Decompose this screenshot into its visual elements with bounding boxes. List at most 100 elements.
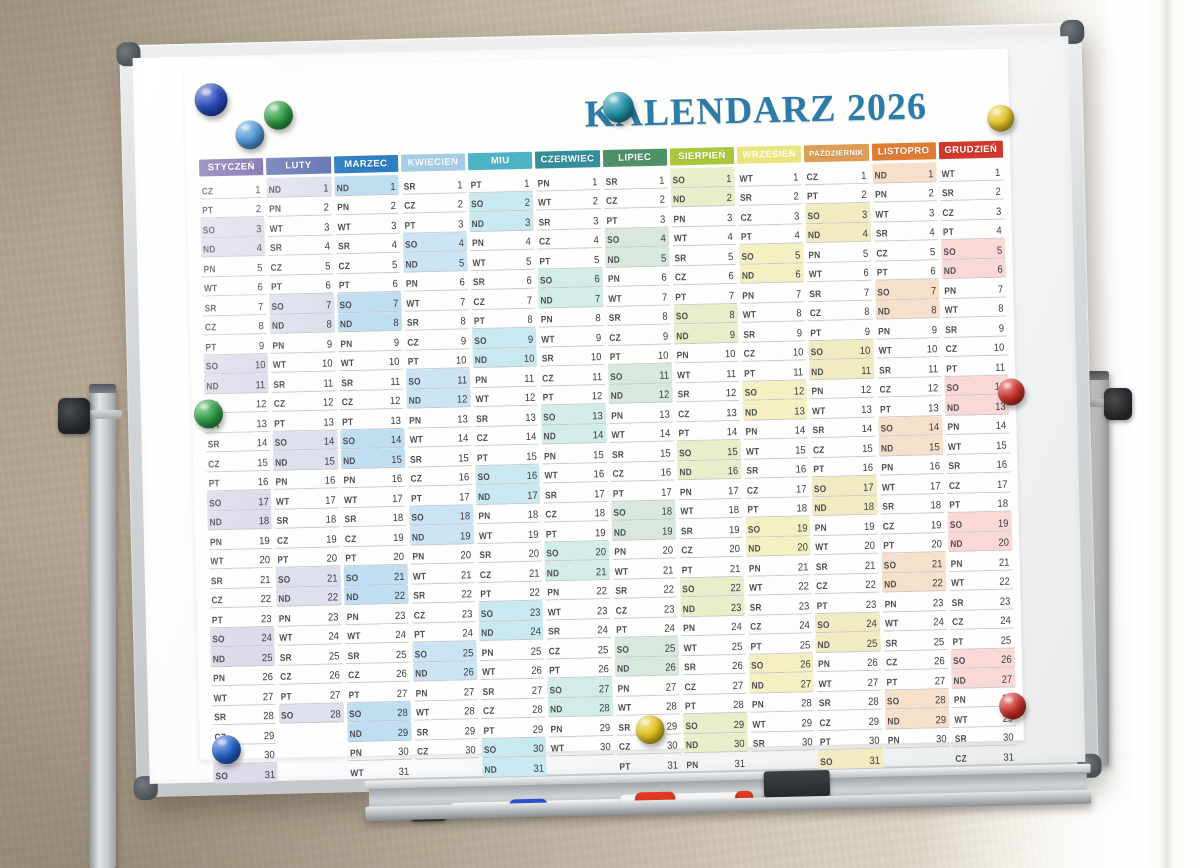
day-number: 8 [863, 305, 870, 318]
day-cell: SO 10 [203, 353, 269, 375]
day-abbrev: CZ [942, 207, 954, 219]
day-number: 15 [929, 440, 940, 453]
day-abbrev: ND [405, 258, 418, 271]
day-abbrev: SR [340, 377, 353, 389]
day-abbrev: SR [749, 601, 762, 614]
day-cell: CZ 3 [738, 204, 803, 226]
day-cell: CZ 1 [199, 178, 265, 200]
day-abbrev: SR [752, 738, 766, 750]
day-abbrev: PN [880, 462, 894, 474]
day-cell: CZ 24 [747, 613, 813, 635]
day-number: 20 [259, 554, 270, 567]
day-number: 29 [532, 723, 543, 736]
day-cell: PT 23 [209, 606, 275, 628]
day-abbrev: PN [481, 647, 494, 659]
day-number: 11 [995, 361, 1006, 374]
day-number: 20 [796, 541, 808, 554]
day-number: 22 [259, 593, 271, 606]
day-number: 7 [460, 295, 466, 308]
day-abbrev: SR [604, 176, 618, 188]
day-cell: CZ 18 [543, 501, 609, 523]
day-number: 5 [391, 258, 398, 271]
month-column-5: MIU PT 1 SO 2 ND 3 PN 4 WT 5 SR 6 CZ 7 PT 8 SO 9 ND 10 PN 11 WT… [467, 151, 547, 778]
day-abbrev: WT [203, 283, 218, 295]
day-abbrev: SR [809, 288, 822, 300]
day-cell: SR 28 [211, 704, 277, 726]
day-cell: CZ 19 [342, 525, 407, 547]
day-number: 6 [862, 266, 869, 279]
day-cell: SR 4 [335, 233, 400, 255]
day-number: 16 [795, 463, 806, 476]
day-cell: PN 22 [545, 579, 610, 601]
day-number: 4 [996, 224, 1003, 237]
day-abbrev: PT [618, 761, 631, 773]
day-number: 11 [658, 369, 670, 382]
day-number: 23 [731, 601, 742, 614]
day-cell: PN 30 [347, 740, 412, 762]
day-cell: ND 22 [343, 584, 409, 606]
day-cell: PT 22 [478, 581, 543, 603]
day-cell: CZ 5 [268, 254, 334, 276]
day-abbrev: WT [482, 666, 496, 679]
day-number: 25 [261, 651, 273, 664]
day-number: 23 [462, 607, 473, 621]
day-cell: PN 19 [207, 528, 273, 550]
day-cell: PT 11 [943, 355, 1009, 377]
day-number: 15 [861, 442, 873, 455]
day-number: 26 [866, 656, 878, 669]
day-cell: ND 18 [207, 509, 272, 531]
day-cell: ND 29 [346, 720, 412, 742]
day-abbrev: PT [813, 463, 825, 476]
day-cell: SR 30 [750, 730, 816, 752]
day-cell: ND 27 [749, 672, 814, 694]
day-cell: PN 15 [542, 443, 607, 465]
day-cell: SR 19 [678, 517, 744, 539]
day-number: 9 [259, 339, 265, 352]
day-number: 18 [661, 505, 673, 518]
day-number: 11 [457, 373, 468, 387]
month-column-8: SIERPIEŃ SO 1 ND 2 PN 3 WT 4 SR 5 CZ 6 PT 7 SO 8 ND 9 PN 10 W… [669, 146, 749, 773]
day-number: 30 [263, 748, 275, 762]
day-number: 31 [734, 757, 746, 770]
day-number: 8 [594, 312, 601, 325]
day-abbrev: PT [546, 528, 558, 541]
day-cell: PT 17 [408, 485, 474, 507]
day-abbrev: ND [209, 517, 223, 529]
day-cell: WT 8 [942, 297, 1007, 319]
day-number: 4 [458, 237, 465, 250]
day-cell: CZ 23 [411, 602, 476, 624]
day-cell: WT 24 [277, 624, 342, 646]
day-cell: SO 7 [269, 293, 335, 315]
day-number: 17 [661, 486, 672, 499]
day-cell: PT 27 [278, 683, 344, 705]
day-cell: WT 12 [473, 386, 539, 408]
day-cell: SR 25 [882, 630, 948, 652]
day-abbrev: SR [210, 575, 224, 587]
day-number: 10 [523, 352, 535, 365]
day-abbrev: PT [208, 478, 220, 490]
day-cell: PT 27 [345, 681, 411, 703]
day-number: 7 [527, 294, 533, 307]
day-abbrev: CZ [539, 236, 551, 248]
day-cell: WT 10 [338, 350, 403, 372]
day-abbrev: WT [412, 570, 427, 583]
month-column-11: LISTOPRO ND 1 PN 2 WT 3 SR 4 CZ 5 PT 6 SO 7 ND 8 PN 9 WT 10 S… [871, 142, 950, 768]
day-number: 10 [792, 346, 804, 359]
day-number: 9 [595, 331, 601, 344]
day-number: 10 [388, 355, 400, 369]
day-number: 25 [1000, 634, 1012, 647]
day-number: 13 [390, 414, 402, 427]
day-abbrev: CZ [476, 432, 489, 445]
day-number: 4 [256, 242, 263, 255]
day-cell: ND 31 [482, 756, 547, 778]
day-number: 5 [660, 252, 667, 265]
day-number: 10 [725, 348, 736, 361]
day-number: 25 [597, 643, 609, 656]
day-abbrev: ND [540, 294, 554, 307]
day-abbrev: SO [820, 756, 834, 768]
day-abbrev: SR [878, 364, 891, 377]
day-number: 14 [525, 430, 537, 443]
day-number: 8 [326, 318, 332, 331]
day-abbrev: SR [270, 242, 283, 254]
day-number: 5 [593, 253, 600, 266]
